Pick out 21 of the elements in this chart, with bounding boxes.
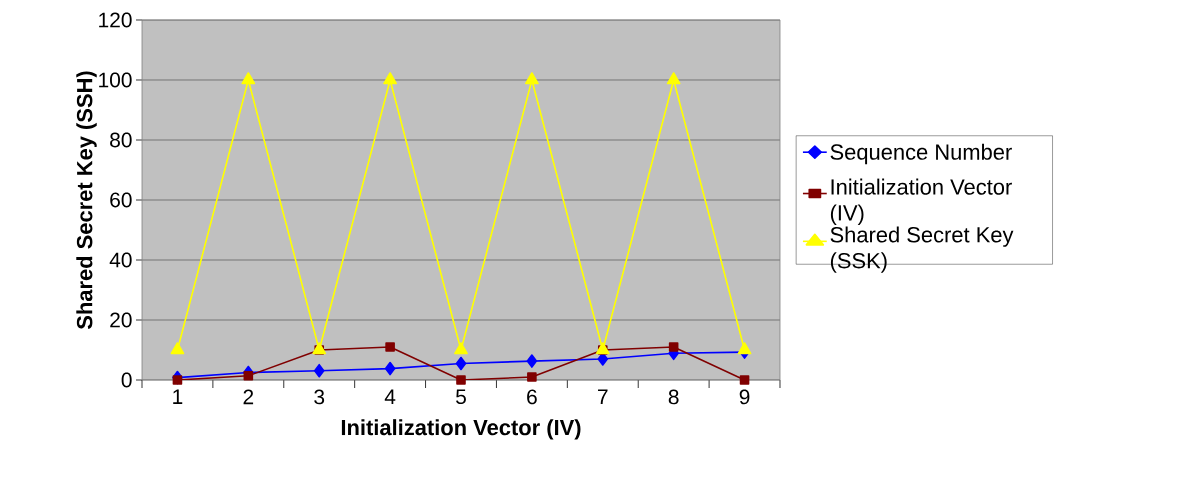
x-axis-title: Initialization Vector (IV) <box>341 419 581 440</box>
x-tick-label: 2 <box>243 389 254 405</box>
legend-label: Shared Secret Key (SSK) <box>830 226 1014 273</box>
x-tick-label: 8 <box>668 389 679 405</box>
legend-label: Sequence Number <box>830 143 1012 165</box>
legend-label: Initialization Vector (IV) <box>830 178 1012 225</box>
y-tick-label: 20 <box>110 312 132 328</box>
y-tick-label: 80 <box>110 132 132 148</box>
y-tick-label: 0 <box>121 372 132 388</box>
x-tick-label: 1 <box>173 389 183 404</box>
x-tick-label: 9 <box>739 389 750 405</box>
y-axis-title: Shared Secret Key (SSH) <box>76 71 97 330</box>
x-tick-label: 6 <box>527 389 537 405</box>
y-tick-label: 100 <box>99 72 132 88</box>
y-tick-label: 40 <box>109 252 132 268</box>
x-tick-label: 3 <box>314 389 325 405</box>
x-tick-label: 5 <box>456 389 466 405</box>
x-tick-label: 4 <box>384 389 396 404</box>
y-tick-label: 60 <box>110 192 132 208</box>
y-tick-label: 120 <box>99 12 132 28</box>
x-tick-label: 7 <box>598 389 608 404</box>
